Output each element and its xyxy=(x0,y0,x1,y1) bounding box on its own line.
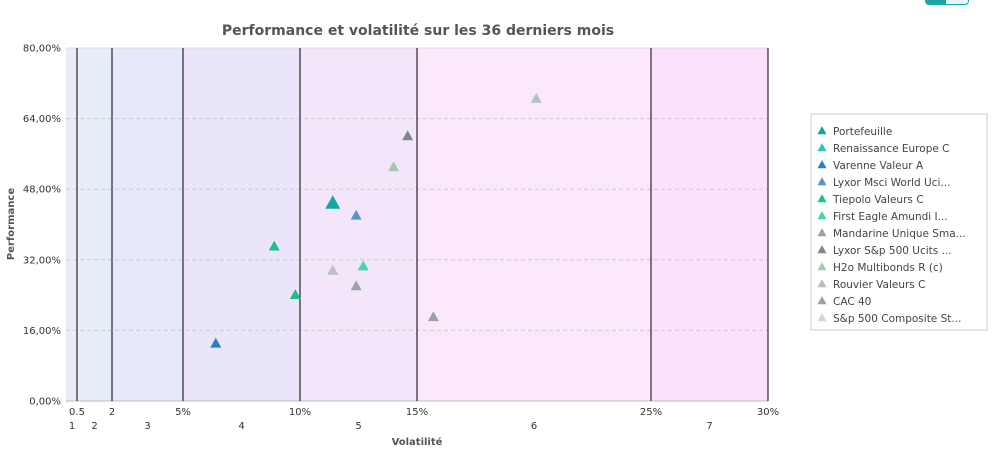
legend-marker xyxy=(817,313,827,322)
risk-class-labels: 1 2 3 4 5 6 7 xyxy=(69,421,713,432)
x-tick-label: 0.5 xyxy=(69,407,85,418)
legend-label: Rouvier Valeurs C xyxy=(833,279,925,291)
legend-label: H2o Multibonds R (c) xyxy=(833,262,943,274)
legend-label: Varenne Valeur A xyxy=(833,160,924,172)
data-point-triangle xyxy=(427,311,439,322)
y-tick-label: 80,00% xyxy=(23,44,61,55)
legend-marker xyxy=(817,143,827,152)
legend-marker xyxy=(817,194,827,203)
volatility-band xyxy=(300,48,417,401)
risk-class-label: 6 xyxy=(531,421,537,432)
legend-label: Lyxor S&p 500 Ucits ... xyxy=(833,245,952,257)
legend-label: Renaissance Europe C xyxy=(833,143,949,155)
x-tick-labels: 0.5 2 5% 10% 15% 25% 30% xyxy=(69,407,779,418)
volatility-band xyxy=(112,48,183,401)
volatility-band xyxy=(183,48,300,401)
risk-class-label: 7 xyxy=(706,421,712,432)
risk-class-label: 1 xyxy=(69,421,75,432)
legend-box xyxy=(810,113,988,331)
x-axis-title: Volatilité xyxy=(392,436,443,448)
legend-marker xyxy=(817,160,827,169)
volatility-band xyxy=(651,48,768,401)
legend-marker xyxy=(817,262,827,271)
top-toggle-switch[interactable] xyxy=(925,0,969,5)
legend-marker xyxy=(817,296,827,305)
x-tick-label: 10% xyxy=(289,407,311,418)
data-point-triangle xyxy=(350,280,362,291)
legend-marker xyxy=(817,177,827,186)
data-point-triangle xyxy=(402,130,414,141)
legend-label: Mandarine Unique Sma... xyxy=(833,228,966,240)
legend-label: First Eagle Amundi I... xyxy=(833,211,948,223)
data-point-triangle xyxy=(530,92,542,103)
legend-marker xyxy=(817,245,827,254)
volatility-band xyxy=(417,48,651,401)
x-tick-label: 15% xyxy=(406,407,428,418)
legend-label: Portefeuille xyxy=(833,126,892,138)
data-points xyxy=(210,92,542,348)
y-tick-label: 48,00% xyxy=(23,185,61,196)
risk-class-label: 3 xyxy=(144,421,150,432)
data-point-triangle xyxy=(210,337,222,348)
legend-marker xyxy=(817,228,827,237)
risk-class-label: 4 xyxy=(238,421,244,432)
legend-label: S&p 500 Composite St... xyxy=(833,313,961,325)
x-tick-label: 5% xyxy=(175,407,191,418)
legend-label: Tiepolo Valeurs C xyxy=(832,194,924,206)
band-boundaries xyxy=(76,48,769,401)
y-axis-title: Performance xyxy=(6,188,17,260)
x-tick-label: 30% xyxy=(757,407,779,418)
volatility-band xyxy=(66,48,112,401)
data-point-triangle xyxy=(325,195,341,209)
data-point-triangle xyxy=(388,161,400,172)
legend: Portefeuille Renaissance Europe C Varenne … xyxy=(810,113,988,331)
chart-title: Performance et volatilité sur les 36 der… xyxy=(222,23,614,39)
legend-marker xyxy=(817,126,827,135)
data-point-triangle xyxy=(327,264,339,275)
legend-label: CAC 40 xyxy=(833,296,871,308)
x-tick-label: 25% xyxy=(640,407,662,418)
y-tick-label: 0,00% xyxy=(29,397,61,408)
legend-label: Lyxor Msci World Uci... xyxy=(833,177,950,189)
risk-class-label: 5 xyxy=(355,421,361,432)
toggle-knob xyxy=(926,0,946,4)
legend-marker xyxy=(817,211,827,220)
y-tick-label: 16,00% xyxy=(23,326,61,337)
legend-marker xyxy=(817,279,827,288)
data-point-triangle xyxy=(289,289,301,300)
y-tick-labels: 0,00% 16,00% 32,00% 48,00% 64,00% 80,00% xyxy=(23,44,61,408)
data-point-triangle xyxy=(357,260,369,271)
x-tick-label: 2 xyxy=(109,407,115,418)
volatility-bands xyxy=(66,48,768,401)
y-tick-label: 64,00% xyxy=(23,114,61,125)
risk-class-label: 2 xyxy=(91,421,97,432)
y-tick-label: 32,00% xyxy=(23,255,61,266)
data-point-triangle xyxy=(350,209,362,220)
data-point-triangle xyxy=(268,240,280,251)
